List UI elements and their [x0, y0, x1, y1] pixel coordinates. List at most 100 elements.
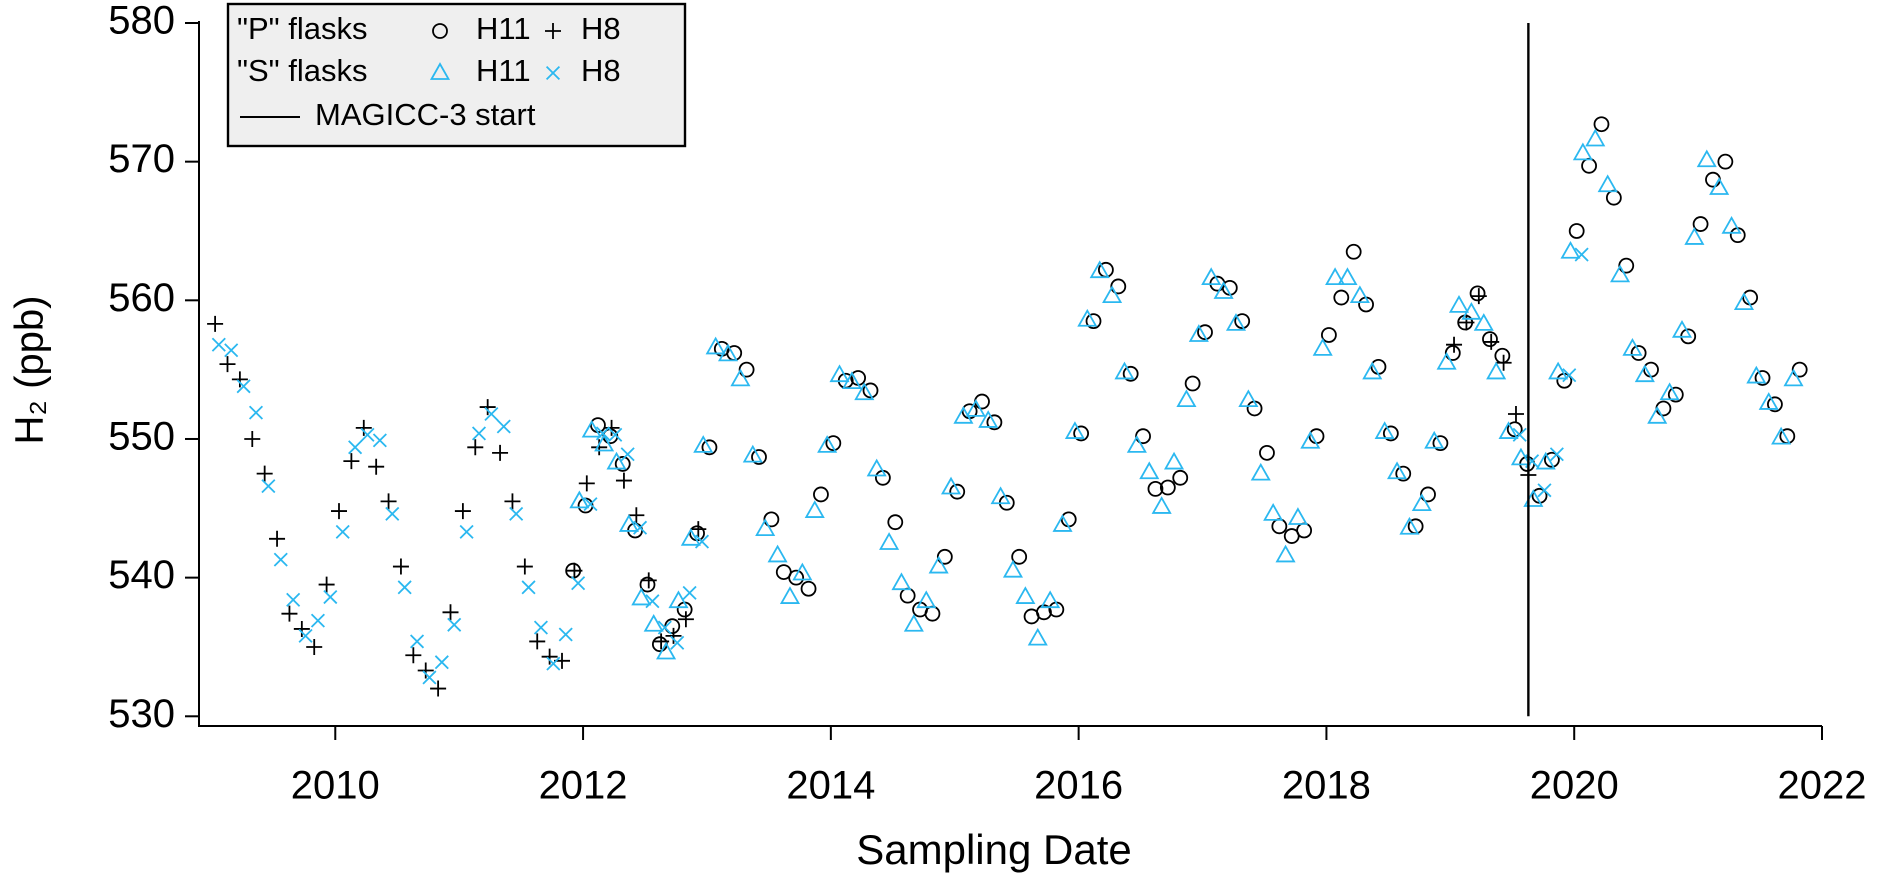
point	[231, 371, 248, 388]
x-tick-label: 2014	[786, 764, 875, 808]
point	[1667, 386, 1684, 403]
point	[1498, 421, 1519, 439]
point	[1610, 264, 1631, 283]
point	[1002, 559, 1024, 578]
point	[261, 479, 276, 494]
point	[701, 439, 718, 456]
point	[392, 558, 409, 575]
point	[207, 315, 224, 332]
point	[1213, 281, 1234, 299]
legend-box	[226, 2, 687, 148]
point	[1597, 174, 1618, 193]
point	[1507, 406, 1524, 423]
point	[1593, 116, 1610, 133]
point	[1077, 308, 1098, 327]
point	[1549, 447, 1564, 462]
point	[1783, 368, 1804, 387]
point	[788, 569, 805, 586]
point	[293, 620, 310, 637]
point	[767, 544, 788, 563]
point	[1337, 267, 1358, 286]
point	[940, 476, 962, 495]
x-tick-label: 2010	[291, 764, 380, 808]
point	[1387, 461, 1408, 480]
point	[1647, 405, 1668, 424]
x-tick-label: 2018	[1282, 764, 1371, 808]
legend-label: H11	[476, 53, 531, 88]
point	[936, 548, 953, 565]
x-tick-label: 2020	[1530, 764, 1619, 808]
point	[1312, 338, 1333, 356]
y-axis-label: H₂ (ppb)	[8, 296, 52, 445]
y-tick-label: 540	[108, 553, 175, 597]
point	[1275, 544, 1296, 563]
point	[670, 635, 685, 650]
point	[1510, 447, 1531, 466]
point	[1263, 503, 1284, 521]
point	[928, 555, 949, 574]
point	[1448, 295, 1470, 313]
point	[224, 343, 239, 358]
point	[1159, 479, 1176, 496]
point	[978, 410, 999, 428]
point	[779, 586, 801, 604]
point	[1325, 267, 1346, 286]
point	[577, 497, 594, 514]
point	[298, 628, 313, 643]
point	[256, 465, 273, 482]
point	[694, 534, 710, 549]
point	[606, 451, 627, 470]
point	[656, 641, 677, 660]
point	[479, 399, 496, 416]
point	[657, 620, 672, 635]
point	[1250, 462, 1271, 481]
point	[1300, 430, 1321, 449]
point	[533, 620, 548, 635]
point	[1036, 604, 1052, 621]
point	[1011, 548, 1028, 565]
point	[484, 406, 499, 422]
point	[1469, 285, 1486, 302]
point	[434, 655, 449, 670]
point	[1684, 227, 1705, 245]
point	[1225, 313, 1247, 331]
point	[1746, 365, 1767, 384]
point	[571, 576, 586, 591]
legend: "P" flasks H11 H8 "S" flasks H11 H8 MAGICC-3 s…	[226, 2, 687, 148]
point	[343, 453, 360, 470]
point	[1362, 361, 1383, 380]
point	[1110, 278, 1127, 295]
point	[1692, 216, 1709, 232]
point	[211, 337, 226, 352]
point	[286, 592, 301, 607]
point	[1717, 153, 1734, 170]
point	[1659, 382, 1680, 401]
point	[817, 435, 838, 453]
point	[1085, 313, 1102, 330]
point	[516, 558, 533, 575]
point	[829, 364, 850, 383]
point	[916, 590, 937, 609]
point	[614, 456, 631, 472]
point	[813, 486, 829, 503]
legend-label: H8	[581, 11, 621, 46]
point	[1535, 451, 1556, 470]
point	[504, 493, 521, 510]
point	[558, 627, 573, 642]
point	[1052, 514, 1073, 532]
point	[1512, 427, 1527, 442]
point	[949, 483, 966, 500]
point	[1473, 313, 1494, 331]
point	[1537, 483, 1552, 498]
legend-label: MAGICC-3 start	[315, 97, 536, 132]
point	[566, 562, 583, 579]
point	[306, 638, 323, 655]
point	[273, 552, 288, 567]
point	[1568, 223, 1585, 239]
point	[1395, 465, 1412, 482]
point	[825, 435, 842, 452]
point	[467, 439, 484, 456]
point	[1345, 243, 1362, 260]
